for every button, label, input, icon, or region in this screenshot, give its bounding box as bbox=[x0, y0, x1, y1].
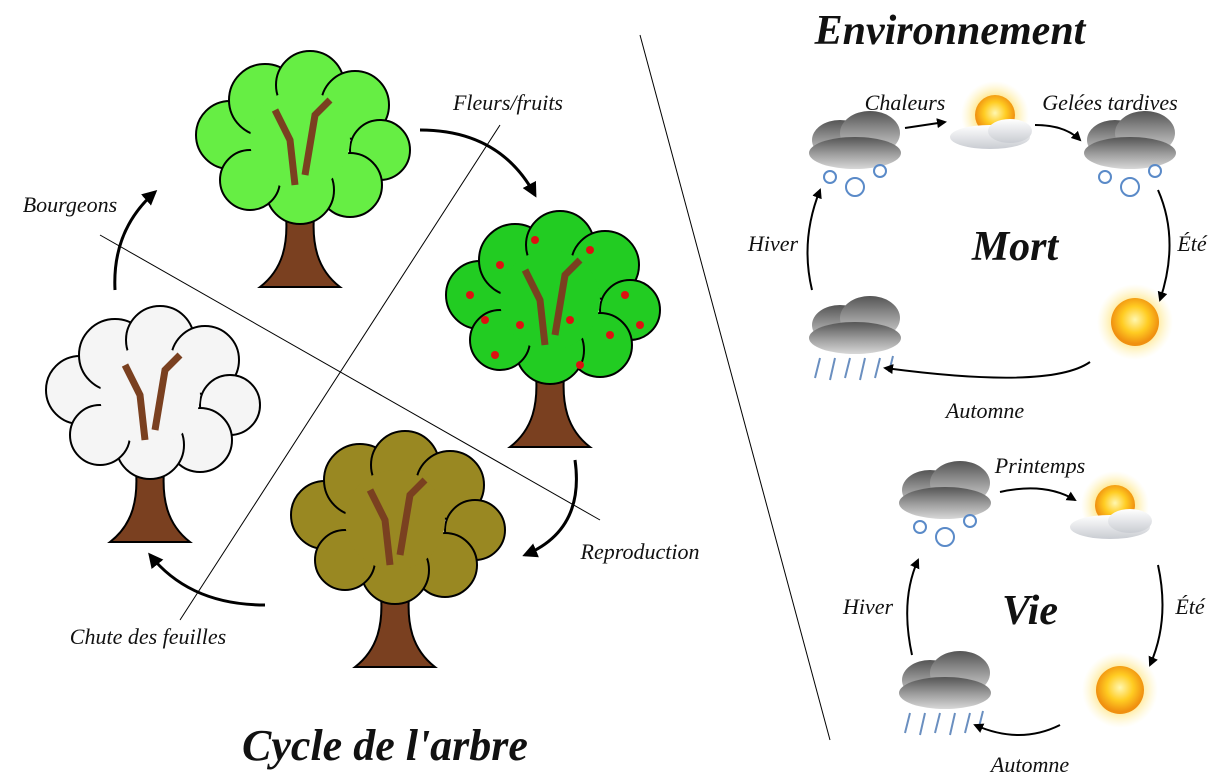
divider bbox=[99, 234, 601, 521]
arrow bbox=[148, 552, 266, 607]
tree-bourgeons bbox=[196, 51, 410, 287]
label: Bourgeons bbox=[23, 192, 118, 217]
label: Été bbox=[1174, 594, 1206, 619]
arrow bbox=[113, 190, 158, 291]
center-label: Vie bbox=[1002, 588, 1058, 634]
label: Chaleurs bbox=[865, 90, 946, 115]
label: Gelées tardives bbox=[1042, 90, 1177, 115]
label: Reproduction bbox=[580, 539, 700, 564]
center-label: Mort bbox=[971, 224, 1060, 270]
title: Cycle de l'arbre bbox=[242, 721, 528, 770]
divider bbox=[179, 124, 501, 621]
label: Chute des feuilles bbox=[70, 624, 226, 649]
cycle-mort: Mort Chaleurs Gelées tardives Été Automn… bbox=[747, 81, 1208, 423]
label: Printemps bbox=[994, 453, 1085, 478]
label: Automne bbox=[944, 398, 1024, 423]
label: Hiver bbox=[747, 231, 799, 256]
trees bbox=[46, 51, 660, 667]
arrow bbox=[419, 128, 537, 198]
label: Automne bbox=[989, 752, 1069, 774]
title: Environnement bbox=[814, 8, 1087, 54]
label: Hiver bbox=[842, 594, 894, 619]
label: Fleurs/fruits bbox=[452, 90, 563, 115]
arrow bbox=[522, 459, 578, 558]
tree-fruits bbox=[446, 211, 660, 447]
tree-reproduction bbox=[291, 431, 505, 667]
label: Été bbox=[1176, 231, 1208, 256]
cycle-vie: Vie Printemps Été Automne Hiver bbox=[842, 453, 1206, 774]
tree-chute bbox=[46, 306, 260, 542]
divider bbox=[639, 34, 831, 741]
